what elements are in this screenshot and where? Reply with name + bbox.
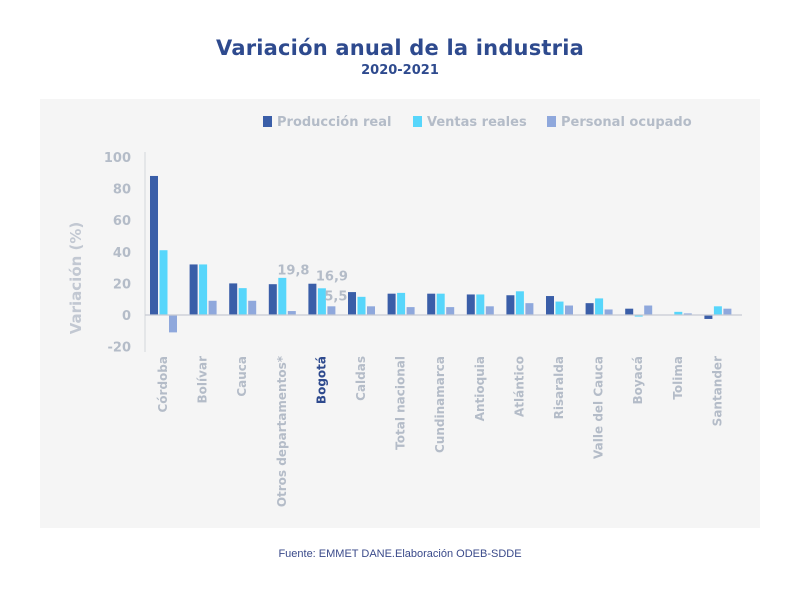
bar-bogota-produccion-real [308,283,317,315]
bar-cauca-produccion-real [229,283,238,315]
bar-santander-ventas-reales [713,306,722,315]
x-tick-label-tolima: Tolima [671,356,685,400]
bar-total-nacional-personal-ocupado [406,307,415,315]
bars [150,175,732,333]
bar-valle-del-cauca-personal-ocupado [604,309,613,315]
data-labels: 19,8 16,9 5,5 [277,264,348,305]
bar-tolima-personal-ocupado [683,313,692,315]
bar-bolivar-produccion-real [189,264,198,315]
bar-antioquia-ventas-reales [476,294,485,315]
y-tick-label: 20 [113,277,131,292]
bar-boyaca-ventas-reales [634,315,643,317]
bar-santander-personal-ocupado [723,308,732,315]
bar-bolivar-personal-ocupado [208,300,217,315]
chart-subtitle: 2020-2021 [361,63,439,78]
x-tick-label-total-nacional: Total nacional [394,356,408,450]
y-tick-label: 80 [113,183,131,198]
legend-swatch-produccion-real [263,116,272,127]
bar-cundinamarca-produccion-real [427,293,436,315]
x-tick-label-cauca: Cauca [235,356,249,397]
bar-antioquia-personal-ocupado [485,306,494,315]
legend-swatch-personal-ocupado [547,116,556,127]
bar-total-nacional-ventas-reales [397,292,406,315]
x-tick-label-boyaca: Boyacá [631,356,645,405]
legend-label-produccion-real: Producción real [277,115,391,130]
y-tick-label: 40 [113,246,131,261]
bar-cordoba-ventas-reales [159,250,168,315]
x-tick-label-bogota: Bogotá [314,356,328,404]
bar-cordoba-produccion-real [150,175,158,315]
x-tick-label-cundinamarca: Cundinamarca [433,356,447,453]
data-label-bogota-personal-ocupado: 5,5 [324,289,347,304]
x-tick-label-caldas: Caldas [354,356,368,401]
x-tick-label-bolivar: Bolívar [196,356,210,404]
x-tick-label-otros-departamentos: Otros departamentos* [275,355,289,507]
y-tick-label: 100 [104,151,131,166]
legend-label-ventas-reales: Ventas reales [427,115,527,130]
y-axis: -20 0 20 40 60 80 100 Variación (%) [67,151,146,356]
x-axis: Córdoba Bolívar Cauca Otros departamentos* B… [145,314,742,507]
legend-swatch-ventas-reales [413,116,422,127]
x-tick-label-risaralda: Risaralda [552,356,566,419]
x-tick-label-atlantico: Atlántico [512,356,526,417]
y-axis-title: Variación (%) [67,222,85,335]
bar-cundinamarca-ventas-reales [436,293,445,315]
bar-valle-del-cauca-produccion-real [585,303,594,315]
x-tick-label-antioquia: Antioquia [473,356,487,421]
data-label-bogota-produccion-real: 19,8 [277,264,309,279]
bar-otros-departamentos-personal-ocupado [287,311,296,315]
y-tick-label: 0 [122,309,131,324]
bar-caldas-ventas-reales [357,296,366,315]
bar-caldas-personal-ocupado [367,306,375,315]
legend: Producción real Ventas reales Personal ocu… [263,115,692,130]
bar-bogota-personal-ocupado [327,306,336,315]
bar-otros-departamentos-produccion-real [268,284,277,315]
bar-cordoba-personal-ocupado [169,315,177,333]
bar-risaralda-ventas-reales [555,301,564,315]
x-tick-label-valle-del-cauca: Valle del Cauca [592,356,606,459]
x-tick-label-santander: Santander [710,356,724,426]
data-label-bogota-ventas-reales: 16,9 [316,269,348,284]
bar-cauca-personal-ocupado [248,300,257,315]
bar-atlantico-produccion-real [506,295,515,315]
bar-total-nacional-produccion-real [387,293,396,315]
y-tick-label: 60 [113,214,131,229]
bar-atlantico-personal-ocupado [525,303,534,315]
bar-valle-del-cauca-ventas-reales [595,298,604,315]
bar-antioquia-produccion-real [466,294,475,315]
bar-boyaca-produccion-real [625,308,634,315]
legend-label-personal-ocupado: Personal ocupado [561,115,692,130]
source-note: Fuente: EMMET DANE.Elaboración ODEB-SDDE [278,548,522,560]
bar-boyaca-personal-ocupado [644,305,653,315]
bar-caldas-produccion-real [348,292,356,315]
bar-cundinamarca-personal-ocupado [446,307,455,315]
bar-bolivar-ventas-reales [199,264,208,315]
bar-otros-departamentos-ventas-reales [278,277,287,315]
y-tick-label: -20 [108,341,132,356]
bar-risaralda-personal-ocupado [565,305,573,315]
bar-santander-produccion-real [704,315,713,319]
x-tick-label-cordoba: Córdoba [156,356,170,413]
chart-title: Variación anual de la industria [216,36,584,60]
bar-atlantico-ventas-reales [515,291,524,315]
bar-tolima-ventas-reales [674,311,683,315]
bar-risaralda-produccion-real [546,296,554,315]
bar-cauca-ventas-reales [238,288,247,315]
bar-bogota-ventas-reales [317,288,326,315]
